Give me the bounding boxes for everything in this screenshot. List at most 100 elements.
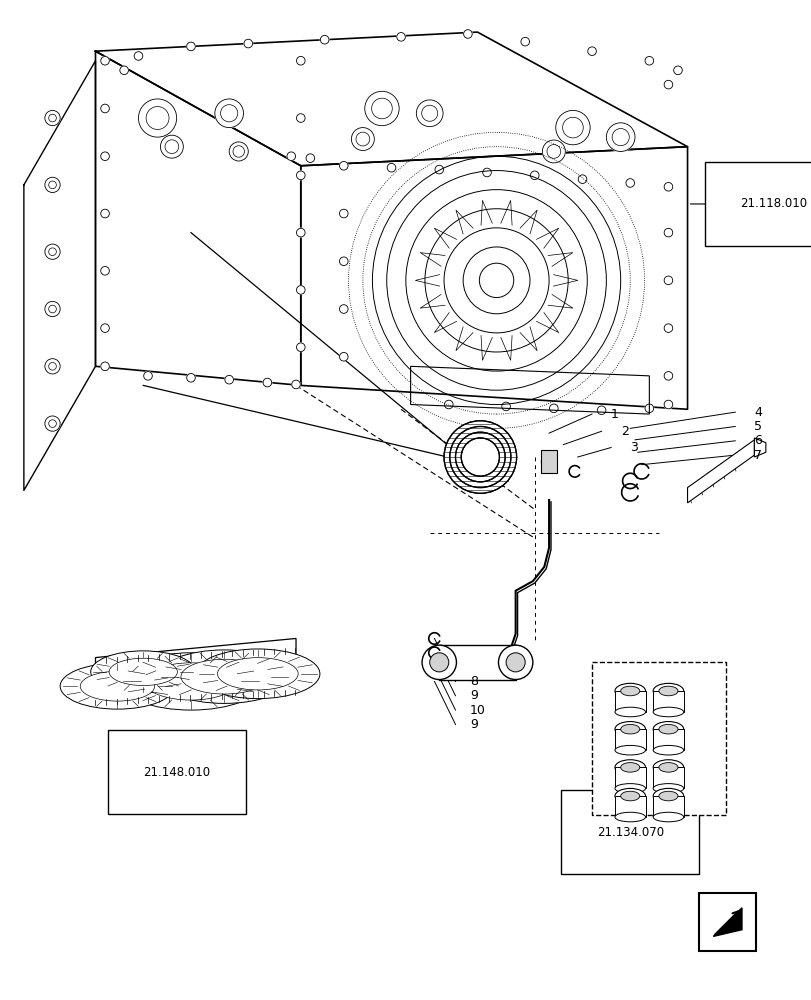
Circle shape	[45, 359, 60, 374]
Ellipse shape	[658, 686, 677, 696]
Circle shape	[296, 171, 305, 180]
Circle shape	[49, 248, 56, 256]
Ellipse shape	[652, 760, 683, 775]
Circle shape	[371, 98, 392, 119]
Circle shape	[296, 114, 305, 122]
Circle shape	[505, 653, 525, 672]
Circle shape	[139, 99, 177, 137]
Polygon shape	[652, 796, 683, 817]
Circle shape	[221, 105, 238, 122]
Ellipse shape	[614, 745, 645, 755]
Polygon shape	[96, 32, 687, 166]
Ellipse shape	[614, 707, 645, 717]
Text: 9: 9	[470, 718, 477, 731]
Circle shape	[339, 161, 348, 170]
Ellipse shape	[620, 686, 639, 696]
Ellipse shape	[614, 812, 645, 822]
Circle shape	[663, 276, 672, 285]
Circle shape	[644, 404, 653, 413]
Circle shape	[187, 373, 195, 382]
Text: 2: 2	[620, 425, 628, 438]
Ellipse shape	[652, 745, 683, 755]
Text: 21.134.070: 21.134.070	[596, 826, 663, 839]
Circle shape	[101, 152, 109, 161]
Circle shape	[625, 179, 633, 187]
Circle shape	[387, 163, 395, 172]
Ellipse shape	[652, 784, 683, 793]
Circle shape	[49, 362, 56, 370]
Ellipse shape	[80, 671, 155, 701]
Polygon shape	[614, 691, 645, 712]
Polygon shape	[300, 147, 687, 409]
Polygon shape	[541, 450, 556, 473]
Circle shape	[339, 305, 348, 313]
Circle shape	[663, 372, 672, 380]
Circle shape	[296, 56, 305, 65]
Polygon shape	[439, 645, 515, 680]
Circle shape	[530, 171, 539, 180]
Ellipse shape	[614, 788, 645, 804]
Circle shape	[549, 404, 557, 413]
Circle shape	[49, 114, 56, 122]
Circle shape	[545, 458, 552, 466]
Circle shape	[444, 421, 516, 493]
Circle shape	[296, 228, 305, 237]
Circle shape	[225, 375, 234, 384]
Polygon shape	[753, 438, 765, 457]
Circle shape	[243, 39, 252, 48]
Ellipse shape	[652, 788, 683, 804]
Text: 9: 9	[470, 689, 477, 702]
Ellipse shape	[195, 649, 320, 699]
Circle shape	[120, 66, 128, 75]
Ellipse shape	[614, 784, 645, 793]
Circle shape	[101, 362, 109, 371]
Circle shape	[229, 142, 248, 161]
Circle shape	[286, 152, 295, 161]
Ellipse shape	[652, 722, 683, 737]
Circle shape	[397, 33, 405, 41]
Circle shape	[541, 454, 556, 469]
Circle shape	[320, 35, 328, 44]
Polygon shape	[652, 767, 683, 788]
Circle shape	[45, 301, 60, 317]
Circle shape	[49, 305, 56, 313]
Polygon shape	[614, 796, 645, 817]
Circle shape	[355, 132, 369, 146]
Ellipse shape	[620, 724, 639, 734]
Circle shape	[339, 209, 348, 218]
Circle shape	[296, 286, 305, 294]
Ellipse shape	[614, 722, 645, 737]
Text: 21.118.010: 21.118.010	[739, 197, 806, 210]
Text: 10: 10	[470, 704, 485, 717]
Circle shape	[161, 135, 183, 158]
Text: 7: 7	[753, 449, 762, 462]
Circle shape	[233, 146, 244, 157]
Circle shape	[296, 343, 305, 352]
Text: 4: 4	[753, 406, 762, 419]
Circle shape	[587, 47, 595, 55]
Circle shape	[542, 140, 564, 163]
Circle shape	[429, 653, 448, 672]
Circle shape	[291, 380, 300, 389]
Polygon shape	[591, 662, 725, 815]
Ellipse shape	[658, 724, 677, 734]
Ellipse shape	[119, 653, 262, 710]
Text: 8: 8	[470, 675, 477, 688]
Ellipse shape	[620, 791, 639, 801]
Circle shape	[187, 42, 195, 51]
Circle shape	[339, 352, 348, 361]
Ellipse shape	[658, 763, 677, 772]
Circle shape	[101, 104, 109, 113]
Ellipse shape	[91, 651, 195, 693]
Circle shape	[45, 416, 60, 431]
Ellipse shape	[181, 659, 268, 694]
Polygon shape	[652, 691, 683, 712]
Text: 21.148.010: 21.148.010	[143, 766, 210, 779]
Polygon shape	[652, 729, 683, 750]
Circle shape	[444, 400, 453, 409]
Circle shape	[101, 56, 109, 65]
Ellipse shape	[652, 707, 683, 717]
Polygon shape	[687, 440, 753, 503]
Polygon shape	[614, 729, 645, 750]
Circle shape	[663, 182, 672, 191]
